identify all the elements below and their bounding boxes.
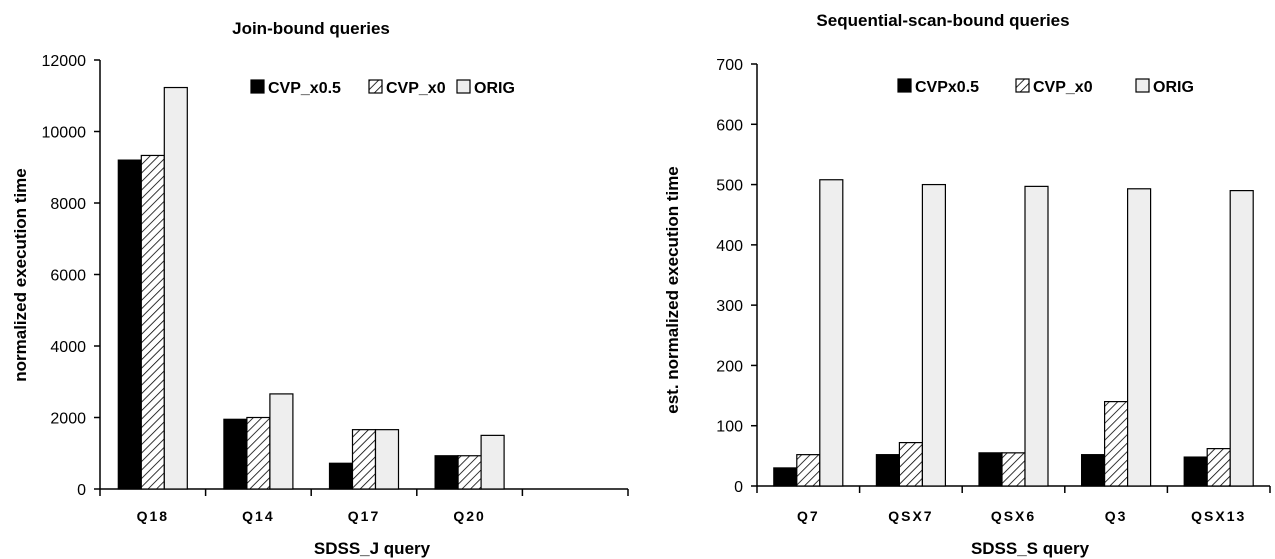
legend-label: CVP_x0.5 [268, 80, 341, 97]
sequential-scan-chart: Sequential-scan-bound queries est. norma… [663, 11, 1271, 558]
x-tick-label: Q3 [1105, 508, 1128, 524]
legend: CVP_x0.5 CVP_x0 ORIG [250, 79, 515, 97]
y-tick-label: 8000 [50, 196, 86, 213]
y-tick-label: 12000 [42, 53, 87, 70]
legend-swatch [250, 79, 265, 94]
bar-cvpx0-5-q3 [1080, 454, 1106, 487]
bar-orig-q14 [269, 393, 294, 490]
bar-cvp-x0-q7 [796, 454, 821, 487]
bar-cvp-x0-q3 [1103, 401, 1129, 487]
x-tick-label: Q20 [453, 508, 485, 524]
x-tick-label: QSX6 [991, 508, 1036, 524]
x-tick-label: Q14 [242, 508, 274, 524]
x-tick-label: Q17 [348, 508, 380, 524]
legend-label: CVP_x0 [1033, 79, 1093, 96]
chart-title: Sequential-scan-bound queries [816, 11, 1069, 30]
x-tick-label: Q18 [137, 508, 169, 524]
bar-cvpx0-5-qsx6 [978, 452, 1003, 487]
chart-title: Join-bound queries [232, 19, 390, 38]
y-tick-label: 4000 [50, 339, 86, 356]
x-axis-label: SDSS_J query [314, 539, 431, 558]
y-tick-label: 700 [716, 57, 743, 74]
bar-cvp-x0-q14 [246, 416, 271, 490]
bar-cvpx0-5-q7 [773, 467, 798, 487]
bar-cvp-x0-5-q14 [223, 418, 248, 490]
bar-orig-qsx6 [1024, 185, 1049, 487]
bar-cvp-x0-qsx6 [1001, 452, 1026, 487]
y-tick-label: 0 [734, 479, 743, 496]
legend-label: ORIG [1153, 79, 1194, 96]
legend-swatch [1135, 78, 1150, 93]
y-tick-label: 6000 [50, 268, 86, 285]
legend-swatch [897, 78, 912, 93]
bar-orig-q20 [480, 434, 505, 490]
y-tick-label: 2000 [50, 411, 86, 428]
x-tick-label: Q7 [797, 508, 820, 524]
y-axis-label: est. normalized execution time [663, 166, 682, 414]
y-axis-label: normalized execution time [11, 168, 30, 382]
y-tick-label: 600 [716, 117, 743, 134]
legend-label: ORIG [474, 80, 515, 97]
x-tick-label: QSX13 [1191, 508, 1246, 524]
bar-orig-q18 [163, 86, 188, 490]
y-tick-label: 400 [716, 238, 743, 255]
y-tick-label: 0 [77, 482, 86, 499]
x-axis-label: SDSS_S query [971, 539, 1090, 558]
bar-orig-q3 [1126, 188, 1152, 487]
y-tick-label: 200 [716, 358, 743, 375]
join-bound-chart: Join-bound queries normalized execution … [11, 19, 629, 558]
bar-cvp-x0-q20 [457, 455, 482, 490]
bar-cvp-x0-5-q17 [328, 462, 354, 490]
bar-cvp-x0-qsx7 [898, 441, 924, 487]
bar-orig-q7 [819, 179, 844, 487]
bar-orig-qsx13 [1229, 190, 1254, 487]
legend-swatch [456, 79, 471, 94]
bar-cvp-x0-q18 [140, 154, 165, 490]
y-tick-label: 300 [716, 298, 743, 315]
bar-cvp-x0-5-q20 [434, 455, 459, 490]
bar-cvpx0-5-qsx13 [1183, 456, 1208, 487]
y-tick-label: 100 [716, 419, 743, 436]
y-tick-label: 10000 [42, 125, 87, 142]
x-tick-label: QSX7 [888, 508, 933, 524]
plot-area: 0 2000 4000 6000 8000 10000 12000 Q18 Q14 Q17 Q20 [42, 53, 629, 524]
bar-orig-q17 [374, 429, 400, 490]
legend-swatch [1015, 78, 1030, 93]
bar-cvpx0-5-qsx7 [875, 454, 901, 487]
legend-swatch [368, 79, 383, 94]
bar-cvp-x0-5-q18 [117, 159, 142, 490]
bar-orig-qsx7 [921, 183, 947, 487]
plot-area: 0 100 200 300 400 500 600 700 Q7 QSX7 QSX6 Q3 QSX13 [716, 57, 1271, 524]
legend-label: CVPx0.5 [915, 79, 979, 96]
bar-cvp-x0-qsx13 [1206, 448, 1231, 487]
legend: CVPx0.5 CVP_x0 ORIG [897, 78, 1194, 96]
bar-cvp-x0-q17 [351, 429, 377, 490]
y-tick-label: 500 [716, 178, 743, 195]
legend-label: CVP_x0 [386, 80, 446, 97]
